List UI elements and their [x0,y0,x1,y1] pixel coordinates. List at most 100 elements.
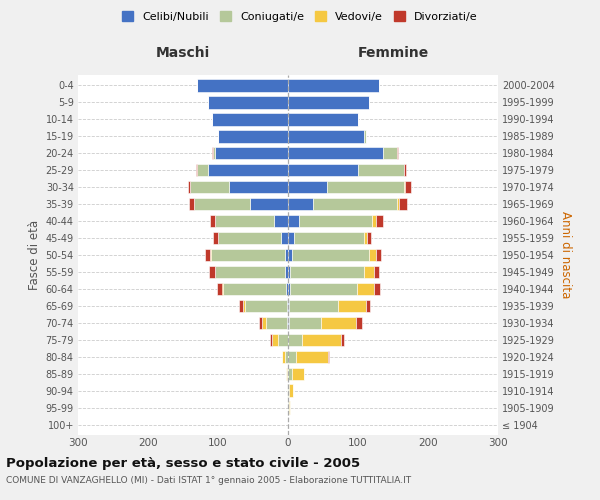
Bar [289,402,290,414]
Bar [292,368,304,380]
Bar [277,334,288,346]
Text: Maschi: Maschi [156,46,210,60]
Bar [213,146,215,160]
Bar [376,248,381,262]
Bar [218,232,281,244]
Bar [289,316,321,330]
Bar [190,180,229,194]
Bar [364,130,366,142]
Bar [372,214,376,228]
Bar [288,300,289,312]
Bar [193,198,250,210]
Bar [270,334,272,346]
Text: Popolazione per età, sesso e stato civile - 2005: Popolazione per età, sesso e stato civil… [6,458,360,470]
Bar [281,232,288,244]
Bar [288,384,289,397]
Bar [288,198,313,210]
Bar [288,146,383,160]
Bar [287,368,288,380]
Bar [341,334,344,346]
Bar [288,232,293,244]
Bar [197,79,288,92]
Bar [205,248,210,262]
Bar [299,214,372,228]
Bar [288,214,299,228]
Bar [292,248,368,262]
Bar [197,164,208,176]
Y-axis label: Anni di nascita: Anni di nascita [559,212,572,298]
Bar [221,282,223,296]
Bar [358,164,404,176]
Text: Femmine: Femmine [358,46,428,60]
Bar [289,300,338,312]
Bar [288,316,289,330]
Bar [397,146,398,160]
Bar [398,198,407,210]
Bar [356,316,362,330]
Bar [284,248,288,262]
Bar [288,248,292,262]
Bar [212,113,288,126]
Bar [215,214,274,228]
Bar [288,164,358,176]
Bar [284,350,288,364]
Bar [338,300,367,312]
Bar [296,350,328,364]
Bar [209,266,215,278]
Bar [223,282,286,296]
Bar [374,266,379,278]
Bar [215,146,288,160]
Bar [290,266,364,278]
Bar [286,282,288,296]
Bar [404,164,406,176]
Bar [287,316,288,330]
Bar [356,282,374,296]
Bar [326,180,404,194]
Bar [196,164,197,176]
Bar [328,350,329,364]
Bar [213,232,218,244]
Bar [266,316,287,330]
Bar [302,334,341,346]
Bar [376,214,383,228]
Bar [218,130,288,142]
Bar [287,300,288,312]
Y-axis label: Fasce di età: Fasce di età [28,220,41,290]
Bar [405,180,410,194]
Bar [368,248,376,262]
Bar [208,96,288,108]
Bar [288,113,358,126]
Bar [313,198,397,210]
Bar [208,164,288,176]
Bar [288,350,296,364]
Bar [288,79,379,92]
Bar [367,232,371,244]
Bar [188,180,190,194]
Bar [288,334,302,346]
Bar [212,146,213,160]
Bar [229,180,288,194]
Bar [188,198,193,210]
Bar [242,300,245,312]
Bar [293,232,364,244]
Bar [288,282,290,296]
Bar [217,282,221,296]
Text: COMUNE DI VANZAGHELLO (MI) - Dati ISTAT 1° gennaio 2005 - Elaborazione TUTTITALI: COMUNE DI VANZAGHELLO (MI) - Dati ISTAT … [6,476,411,485]
Bar [286,368,287,380]
Bar [211,248,284,262]
Bar [239,300,242,312]
Bar [259,316,262,330]
Bar [288,266,290,278]
Bar [209,214,215,228]
Bar [383,146,397,160]
Bar [288,402,289,414]
Bar [262,316,266,330]
Bar [367,300,370,312]
Bar [283,350,284,364]
Bar [287,384,288,397]
Bar [250,198,288,210]
Bar [397,198,398,210]
Bar [285,266,288,278]
Bar [404,180,405,194]
Bar [290,282,356,296]
